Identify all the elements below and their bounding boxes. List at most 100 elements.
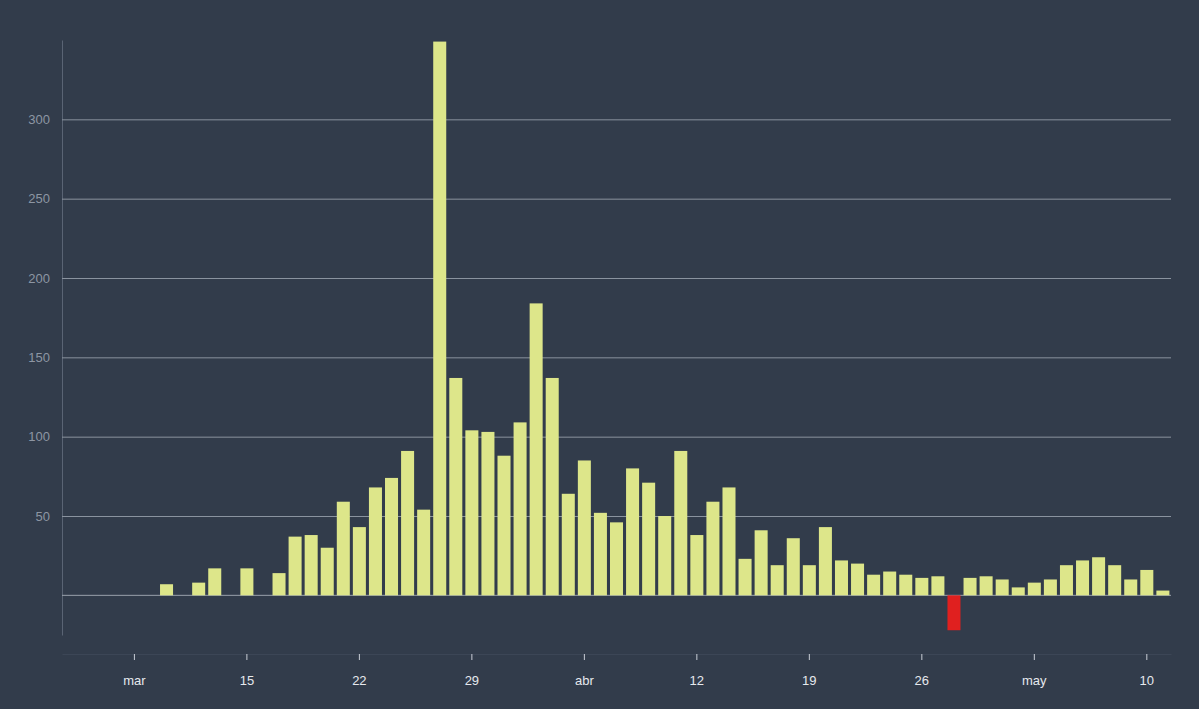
bar [530, 303, 543, 595]
grid-line [62, 278, 1171, 279]
bar [337, 502, 350, 596]
bar [706, 502, 719, 596]
bar [176, 595, 189, 596]
bar [321, 548, 334, 596]
bar [658, 516, 671, 595]
y-tick: 200 [28, 271, 1171, 286]
x-tick-label: 10 [1140, 673, 1154, 688]
x-tick: 15 [240, 654, 254, 688]
bar [160, 584, 173, 595]
bar [964, 578, 977, 595]
bar [1108, 565, 1121, 595]
bar [417, 510, 430, 596]
background [0, 0, 1199, 709]
x-tick: mar [123, 654, 146, 688]
bar [722, 487, 735, 595]
bar [931, 576, 944, 595]
y-tick-label: 300 [28, 112, 50, 127]
bar [128, 595, 141, 596]
bar [208, 568, 221, 595]
bar [192, 583, 205, 596]
bar [224, 595, 237, 596]
x-tick: 22 [352, 654, 366, 688]
x-tick-label: abr [575, 673, 594, 688]
x-tick: 10 [1140, 654, 1154, 688]
x-tick-mark [584, 654, 585, 660]
x-tick-label: 26 [915, 673, 929, 688]
bar [947, 595, 960, 630]
bar [610, 522, 623, 595]
y-tick-label: 50 [36, 509, 50, 524]
bars [160, 42, 1169, 631]
bar [353, 527, 366, 595]
grid-line [62, 516, 1171, 517]
bar [1028, 583, 1041, 596]
x-tick-mark [696, 654, 697, 660]
y-axis-line [62, 41, 63, 636]
bar [1156, 591, 1169, 596]
bar [369, 487, 382, 595]
x-tick: 29 [465, 654, 479, 688]
x-tick-label: 12 [690, 673, 704, 688]
bar [64, 595, 77, 596]
bar [1092, 557, 1105, 595]
y-tick-label: 100 [28, 429, 50, 444]
bar [1140, 570, 1153, 595]
bar [144, 595, 157, 596]
bar [755, 530, 768, 595]
x-tick-label: mar [123, 673, 146, 688]
bar [385, 478, 398, 595]
bar [787, 538, 800, 595]
bar [851, 564, 864, 596]
bar [465, 430, 478, 595]
grid-line [62, 437, 1171, 438]
x-axis-line [63, 654, 1172, 655]
bar [80, 595, 93, 596]
bar [819, 527, 832, 595]
bar [626, 468, 639, 595]
x-tick-mark [134, 654, 135, 660]
bar [481, 432, 494, 595]
bar [401, 451, 414, 595]
x-tick: may [1022, 654, 1047, 688]
bar [546, 378, 559, 595]
bar [803, 565, 816, 595]
bar [1060, 565, 1073, 595]
bar [594, 513, 607, 596]
x-tick-label: may [1022, 673, 1047, 688]
x-tick: 19 [802, 654, 816, 688]
y-tick: 100 [28, 429, 1171, 444]
y-tick: 300 [28, 112, 1171, 127]
bar [256, 595, 269, 596]
bar [514, 422, 527, 595]
bar [867, 575, 880, 596]
y-tick-label: 150 [28, 350, 50, 365]
bar [305, 535, 318, 595]
bar [1012, 587, 1025, 595]
x-tick-mark [246, 654, 247, 660]
y-axis: 50 100 150 200 250 300 [28, 41, 1171, 636]
grid-line [62, 357, 1171, 358]
grid-line [62, 119, 1171, 120]
bar [883, 572, 896, 596]
x-tick-label: 29 [465, 673, 479, 688]
bar [835, 560, 848, 595]
x-tick-label: 15 [240, 673, 254, 688]
bar [674, 451, 687, 595]
bar [1076, 560, 1089, 595]
bar [996, 579, 1009, 595]
bar [498, 456, 511, 596]
grid-line [62, 199, 1171, 200]
chart: 50 100 150 200 250 300 mar 15 22 29 abr 12 19 26 may 10 [0, 0, 1199, 709]
x-tick-mark [921, 654, 922, 660]
bar [433, 42, 446, 596]
y-tick: 250 [28, 191, 1171, 206]
bar [112, 595, 125, 596]
x-tick-mark [471, 654, 472, 660]
bar [562, 494, 575, 596]
bar [578, 460, 591, 595]
x-tick-mark [1034, 654, 1035, 660]
x-tick: 26 [915, 654, 929, 688]
y-tick: 150 [28, 350, 1171, 365]
x-tick-mark [1146, 654, 1147, 660]
